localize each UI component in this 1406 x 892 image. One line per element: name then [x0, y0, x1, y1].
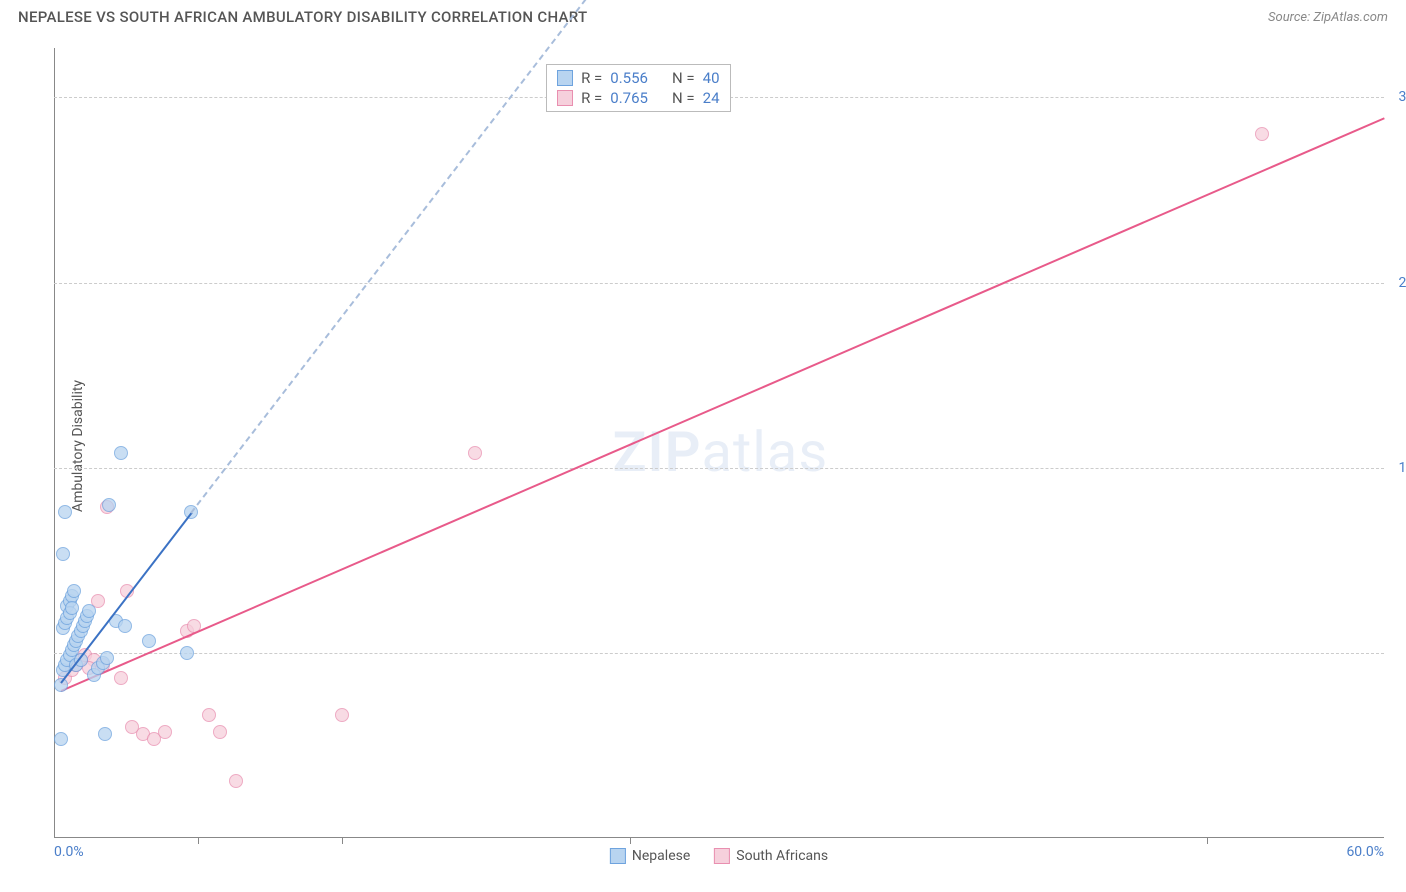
- grid-line: [54, 653, 1384, 654]
- scatter-point: [335, 708, 349, 722]
- legend-n-label: N =: [672, 89, 695, 107]
- x-tick: [198, 838, 199, 844]
- x-tick-label: 60.0%: [1346, 844, 1384, 860]
- scatter-point: [82, 604, 96, 618]
- scatter-point: [118, 619, 132, 633]
- trend-line: [60, 117, 1384, 692]
- trend-line: [60, 513, 192, 685]
- legend-swatch: [610, 848, 626, 864]
- x-axis-line: [54, 837, 1384, 838]
- grid-line: [54, 283, 1384, 284]
- scatter-point: [114, 446, 128, 460]
- legend-stats-row: R = 0.556 N = 40: [557, 69, 719, 87]
- scatter-point: [158, 725, 172, 739]
- scatter-point: [54, 732, 68, 746]
- trend-line: [191, 0, 587, 514]
- y-tick-label: 15.0%: [1398, 460, 1406, 476]
- scatter-point: [202, 708, 216, 722]
- x-tick-label: 0.0%: [54, 844, 84, 860]
- scatter-point: [213, 725, 227, 739]
- legend-stats: R = 0.556 N = 40 R = 0.765 N = 24: [546, 64, 730, 112]
- legend-r-value: 0.765: [610, 89, 648, 107]
- x-tick: [342, 838, 343, 844]
- scatter-point: [65, 601, 79, 615]
- scatter-point: [142, 634, 156, 648]
- legend-swatch: [557, 70, 573, 86]
- scatter-point: [180, 646, 194, 660]
- legend-n-label: N =: [672, 69, 695, 87]
- scatter-point: [114, 671, 128, 685]
- scatter-point: [58, 505, 72, 519]
- scatter-point: [56, 547, 70, 561]
- source-attribution: Source: ZipAtlas.com: [1268, 10, 1388, 25]
- scatter-point: [102, 498, 116, 512]
- scatter-point: [100, 651, 114, 665]
- legend-n-value: 40: [703, 69, 720, 87]
- legend-series-label: Nepalese: [632, 848, 690, 864]
- legend-n-value: 24: [703, 89, 720, 107]
- chart-plot-area: ZIPatlas 7.5%15.0%22.5%30.0%0.0%60.0%R =…: [54, 48, 1384, 838]
- scatter-point: [229, 774, 243, 788]
- y-tick-label: 30.0%: [1398, 89, 1406, 105]
- legend-series-label: South Africans: [736, 848, 828, 864]
- watermark: ZIPatlas: [613, 419, 829, 485]
- legend-swatch: [714, 848, 730, 864]
- x-tick: [1207, 838, 1208, 844]
- legend-series: Nepalese South Africans: [610, 848, 828, 864]
- grid-line: [54, 468, 1384, 469]
- scatter-point: [1255, 127, 1269, 141]
- legend-stats-row: R = 0.765 N = 24: [557, 89, 719, 107]
- scatter-point: [67, 584, 81, 598]
- chart-title: NEPALESE VS SOUTH AFRICAN AMBULATORY DIS…: [18, 8, 587, 26]
- scatter-point: [468, 446, 482, 460]
- scatter-point: [98, 727, 112, 741]
- legend-r-value: 0.556: [610, 69, 648, 87]
- y-axis-line: [54, 48, 55, 838]
- chart-header: NEPALESE VS SOUTH AFRICAN AMBULATORY DIS…: [0, 0, 1406, 30]
- legend-series-item: Nepalese: [610, 848, 690, 864]
- legend-series-item: South Africans: [714, 848, 828, 864]
- x-tick: [630, 838, 631, 844]
- legend-r-label: R =: [581, 89, 602, 107]
- y-tick-label: 22.5%: [1398, 275, 1406, 291]
- legend-r-label: R =: [581, 69, 602, 87]
- legend-swatch: [557, 90, 573, 106]
